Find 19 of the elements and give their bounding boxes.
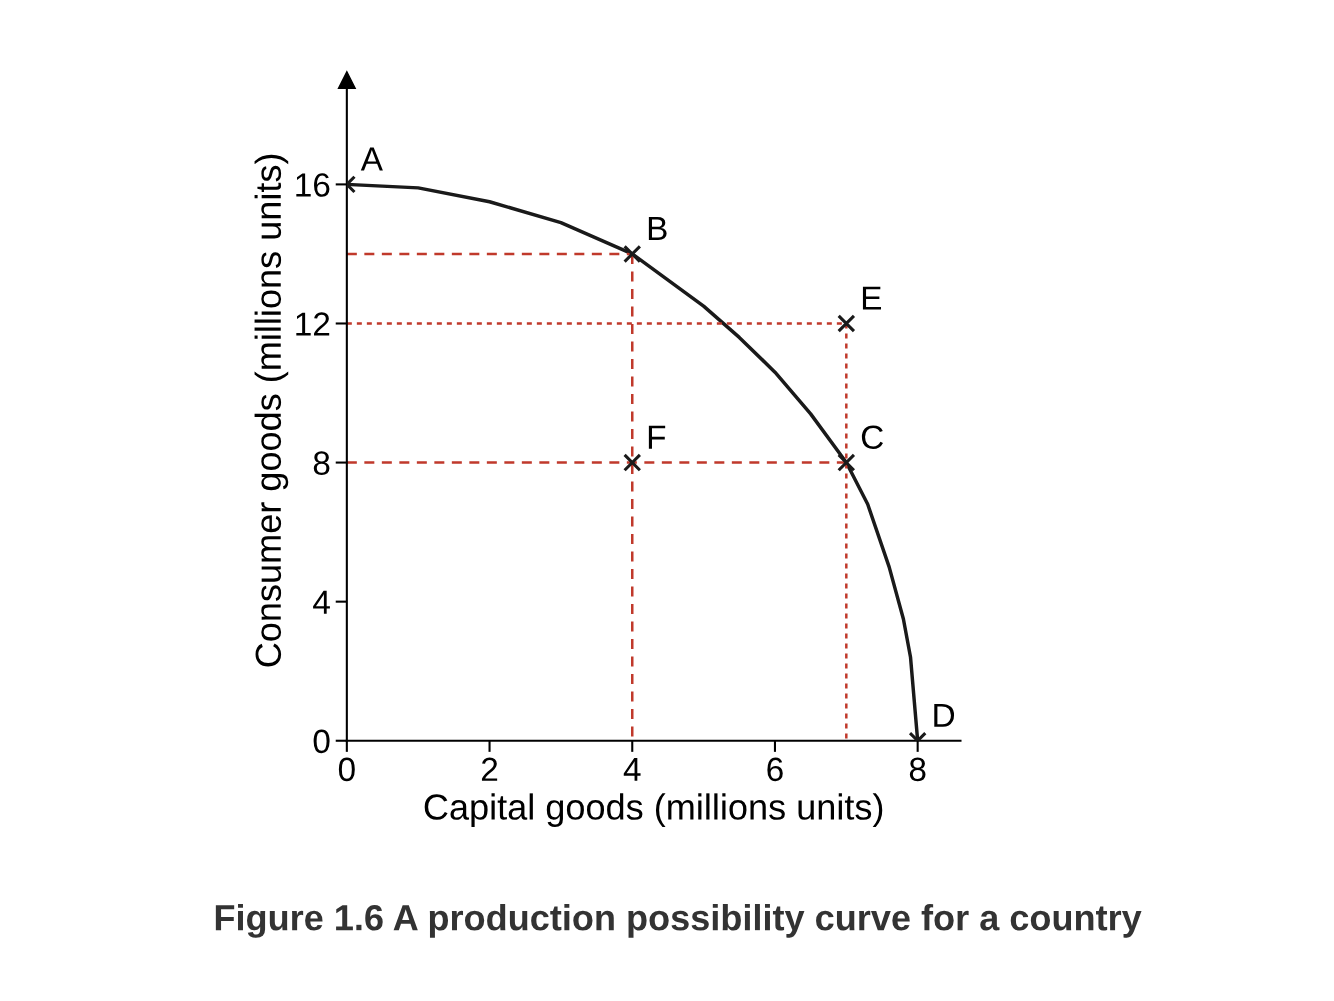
x-tick-label: 4 bbox=[623, 757, 641, 781]
y-tick-label: 0 bbox=[313, 729, 330, 754]
annotation: B bbox=[648, 217, 667, 241]
y-tick-label: 16 bbox=[296, 173, 330, 197]
annotation: A bbox=[360, 147, 383, 171]
annotation: E bbox=[862, 286, 882, 310]
x-tick-label: 6 bbox=[767, 757, 783, 782]
caption: Figure 1.6 A production possibility curve for a country bbox=[215, 904, 1142, 938]
x-tick-label: 8 bbox=[909, 757, 926, 782]
y-tick-label: 8 bbox=[313, 451, 330, 475]
x-tick-label: 0 bbox=[338, 757, 355, 782]
annotation: D bbox=[934, 703, 955, 727]
y-tick-label: 4 bbox=[313, 590, 330, 614]
annotation: F bbox=[648, 425, 666, 449]
y-axis-title: Consumer goods (millions units) bbox=[254, 154, 289, 667]
y-tick-label: 12 bbox=[296, 312, 330, 336]
x-axis-title: Capital goods (millions units) bbox=[424, 793, 883, 827]
annotation: C bbox=[861, 425, 884, 450]
x-tick-label: 2 bbox=[481, 757, 498, 781]
